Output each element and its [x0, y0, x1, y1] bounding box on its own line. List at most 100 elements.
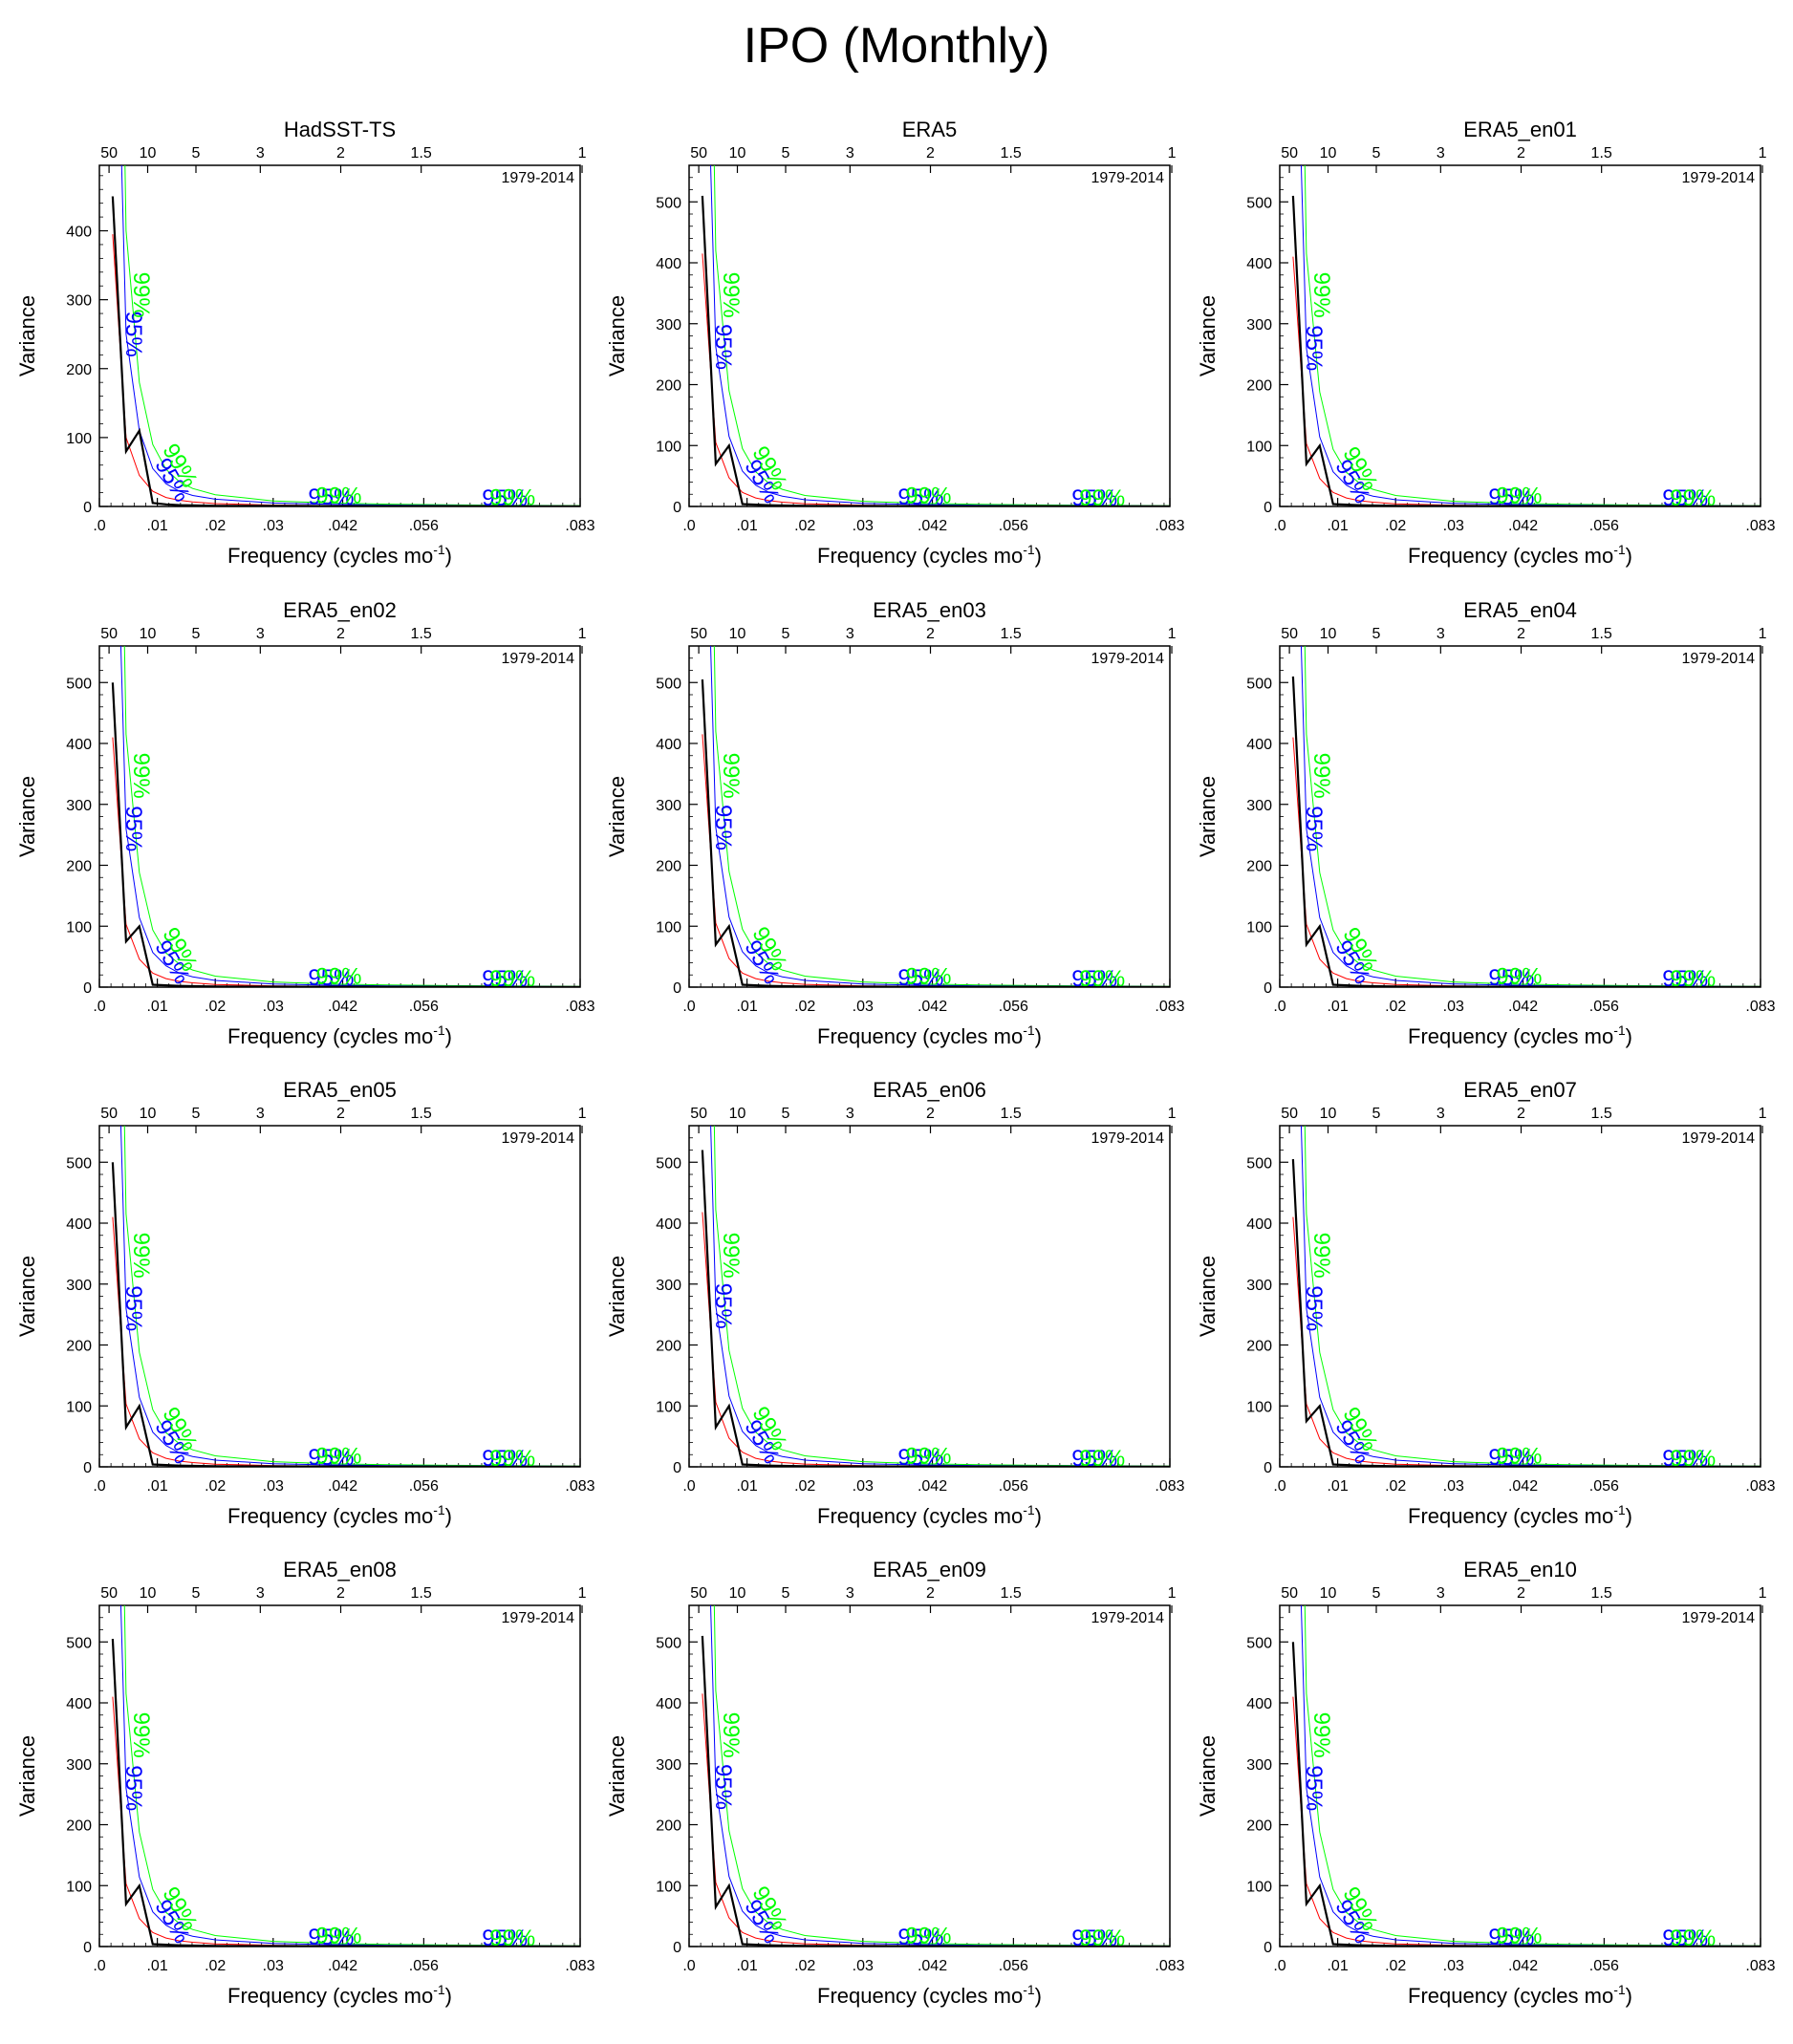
- y-axis-label: Variance: [15, 1735, 39, 1817]
- spectrum-line: [701, 679, 1170, 987]
- x-tick-label: .042: [1508, 1478, 1538, 1495]
- x-tick-label: .042: [1508, 999, 1538, 1015]
- period-annotation: 1979-2014: [501, 1610, 574, 1626]
- period-tick-label: 10: [1320, 145, 1337, 161]
- label-95-percent: 95%: [308, 965, 354, 991]
- period-tick-label: 50: [100, 1585, 118, 1602]
- period-tick-label: 10: [140, 1585, 157, 1602]
- period-tick-label: 1: [578, 626, 587, 642]
- period-tick-label: 5: [192, 1585, 201, 1602]
- x-tick-label: .056: [1589, 1958, 1619, 1974]
- period-tick-label: 3: [1437, 145, 1445, 161]
- y-tick-label: 400: [1246, 1696, 1272, 1712]
- spectrum-line: [701, 1635, 1170, 1947]
- panel-title: ERA5_en05: [283, 1078, 397, 1102]
- period-tick-label: 10: [140, 1106, 157, 1122]
- label-99-percent: 99%: [1308, 1233, 1334, 1279]
- period-annotation: 1979-2014: [501, 651, 574, 667]
- confidence-99-line: [1304, 165, 1761, 506]
- y-tick-label: 400: [656, 1696, 681, 1712]
- panel-title: ERA5_en02: [283, 598, 397, 622]
- x-tick-label: .02: [205, 1478, 226, 1495]
- x-axis-label: Frequency (cycles mo-1): [817, 542, 1042, 568]
- period-tick-label: 1: [578, 1106, 587, 1122]
- period-tick-label: 10: [140, 145, 157, 161]
- x-tick-label: .0: [93, 1958, 105, 1974]
- y-tick-label: 200: [656, 1818, 681, 1835]
- period-tick-label: 1.5: [411, 1106, 432, 1122]
- x-tick-label: .03: [263, 999, 284, 1015]
- y-tick-label: 500: [66, 676, 92, 692]
- period-tick-label: 1.5: [411, 626, 432, 642]
- y-tick-label: 100: [66, 1879, 92, 1895]
- x-tick-label: .0: [1273, 999, 1285, 1015]
- x-tick-label: .01: [146, 1478, 167, 1495]
- period-tick-label: 1: [1759, 1585, 1767, 1602]
- period-annotation: 1979-2014: [1681, 651, 1755, 667]
- x-tick-label: .083: [565, 999, 594, 1015]
- period-tick-label: 5: [782, 1585, 790, 1602]
- label-99-percent: 99%: [489, 485, 535, 511]
- period-annotation: 1979-2014: [1681, 1610, 1755, 1626]
- y-tick-label: 200: [66, 362, 92, 378]
- x-tick-label: .01: [736, 1478, 757, 1495]
- panel-title: ERA5_en03: [873, 598, 986, 622]
- y-tick-label: 400: [656, 1216, 681, 1233]
- label-95-percent: 95%: [1071, 1926, 1117, 1951]
- label-95-percent: 95%: [1301, 1285, 1327, 1331]
- x-tick-label: .01: [1327, 1958, 1348, 1974]
- period-tick-label: 50: [690, 626, 707, 642]
- x-tick-label: .03: [853, 518, 874, 534]
- period-tick-label: 5: [192, 145, 201, 161]
- period-tick-label: 1: [1168, 626, 1177, 642]
- label-99-percent: 99%: [489, 1446, 535, 1472]
- y-tick-label: 0: [673, 1460, 681, 1476]
- y-axis-label: Variance: [605, 1256, 629, 1337]
- period-tick-label: 2: [336, 145, 345, 161]
- x-tick-label: .083: [1745, 1958, 1775, 1974]
- x-tick-label: .03: [853, 1478, 874, 1495]
- y-tick-label: 200: [656, 859, 681, 875]
- y-tick-label: 0: [1264, 980, 1272, 997]
- spectrum-line: [111, 682, 580, 987]
- label-99-percent: 99%: [1670, 966, 1716, 992]
- y-tick-label: 400: [1246, 256, 1272, 272]
- y-tick-label: 100: [656, 1399, 681, 1415]
- period-annotation: 1979-2014: [1681, 170, 1755, 186]
- y-tick-label: 200: [1246, 1339, 1272, 1355]
- label-99-percent: 99%: [315, 964, 361, 990]
- period-tick-label: 50: [100, 626, 118, 642]
- period-annotation: 1979-2014: [1091, 1130, 1164, 1147]
- y-tick-label: 200: [66, 1339, 92, 1355]
- confidence-99-line: [123, 646, 580, 987]
- y-tick-label: 0: [673, 1940, 681, 1956]
- label-99-percent: 99%: [718, 753, 744, 799]
- period-tick-label: 1: [1168, 1585, 1177, 1602]
- y-tick-label: 300: [656, 798, 681, 814]
- panel-title: ERA5_en04: [1463, 598, 1577, 622]
- label-99-percent: 99%: [718, 1233, 744, 1279]
- panel-title: ERA5_en07: [1463, 1078, 1577, 1102]
- y-tick-label: 100: [66, 1399, 92, 1415]
- x-tick-label: .01: [146, 518, 167, 534]
- label-99-percent: 99%: [1079, 1926, 1125, 1951]
- y-axis-label: Variance: [1196, 1256, 1220, 1337]
- x-axis-label: Frequency (cycles mo-1): [817, 1502, 1042, 1528]
- period-tick-label: 5: [1372, 145, 1381, 161]
- y-tick-label: 100: [66, 919, 92, 936]
- x-tick-label: .02: [794, 1478, 815, 1495]
- y-tick-label: 500: [66, 1635, 92, 1651]
- y-tick-label: 400: [66, 1696, 92, 1712]
- y-axis-label: Variance: [15, 295, 39, 377]
- label-95-percent: 95%: [1071, 966, 1117, 992]
- x-tick-label: .083: [1745, 1478, 1775, 1495]
- period-annotation: 1979-2014: [1681, 1130, 1755, 1147]
- period-tick-label: 1.5: [1591, 1585, 1612, 1602]
- y-tick-label: 500: [66, 1155, 92, 1172]
- label-99-percent: 99%: [718, 272, 744, 318]
- label-95-percent: 95%: [1488, 1925, 1534, 1950]
- y-tick-label: 0: [673, 980, 681, 997]
- x-tick-label: .01: [1327, 518, 1348, 534]
